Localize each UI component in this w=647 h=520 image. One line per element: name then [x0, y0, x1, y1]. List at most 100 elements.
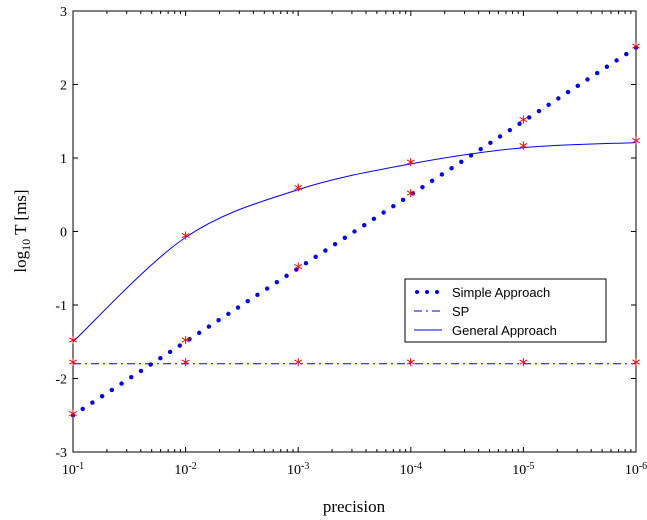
asterisk-marker: *: [69, 333, 78, 354]
x-axis-label: precision: [323, 497, 386, 516]
series-point: [284, 273, 289, 279]
series-point: [90, 400, 95, 405]
series-point: [216, 318, 221, 323]
series-point: [459, 159, 464, 165]
series-point: [604, 64, 610, 69]
legend-swatch: [415, 290, 419, 294]
legend-label: General Approach: [452, 323, 557, 338]
asterisk-marker: *: [294, 355, 303, 376]
series-point: [303, 260, 309, 266]
series-point: [624, 51, 629, 57]
series-point: [313, 254, 318, 260]
series-point: [449, 165, 454, 171]
x-tick-label: 10-1: [62, 461, 84, 479]
x-tick-label: 10-4: [400, 461, 422, 479]
series-point: [177, 343, 182, 348]
series-point: [614, 58, 619, 63]
y-tick-label: 0: [60, 226, 67, 241]
series-point: [342, 235, 347, 241]
asterisk-marker: *: [181, 228, 190, 249]
x-tick-label: 10-3: [287, 461, 309, 479]
x-tick-label: 10-2: [174, 461, 196, 479]
series-point: [546, 102, 551, 107]
series-point: [410, 191, 415, 196]
series-point: [187, 337, 192, 342]
series-point: [119, 381, 124, 386]
series-point: [381, 210, 386, 215]
asterisk-marker: *: [632, 355, 641, 376]
series-lines: [70, 45, 639, 418]
data-markers: ******* * * * * ****** *: [69, 39, 641, 428]
series-point: [536, 108, 542, 114]
asterisk-marker: *: [519, 355, 528, 376]
series-point: [352, 229, 357, 234]
series-point: [255, 292, 260, 298]
series-point: [420, 184, 425, 190]
series-point: [478, 146, 483, 152]
series-point: [575, 83, 580, 88]
asterisk-marker: *: [632, 39, 641, 60]
asterisk-marker: *: [69, 355, 78, 376]
y-axis-label: log10 T [ms]: [11, 189, 33, 272]
y-tick-labels: -3 -2 -1 0 1 2 3: [55, 5, 67, 461]
series-point: [80, 406, 85, 412]
asterisk-marker: *: [294, 181, 303, 202]
series-point: [527, 115, 532, 120]
series-point: [585, 77, 590, 82]
series-point: [517, 121, 522, 126]
series-point: [226, 311, 231, 317]
asterisk-marker: *: [406, 155, 415, 176]
legend: Simple Approach SP General Approach: [404, 278, 607, 343]
series-point: [429, 178, 435, 184]
asterisk-marker: *: [294, 259, 303, 280]
series-point: [400, 197, 406, 203]
series-point: [391, 203, 396, 209]
y-tick-label: 2: [60, 79, 67, 94]
series-point: [439, 172, 445, 177]
y-tick-label: -3: [55, 446, 67, 461]
series-point: [565, 89, 571, 95]
series-point: [109, 387, 115, 393]
x-tick-labels: 10-1 10-2 10-3 10-4 10-5 10-6: [62, 461, 647, 479]
legend-swatch: [435, 290, 439, 294]
series-point: [158, 356, 163, 361]
series-point: [332, 241, 338, 247]
x-tick-label: 10-6: [625, 461, 647, 479]
y-tick-label: -1: [55, 299, 67, 314]
asterisk-marker: *: [181, 355, 190, 376]
asterisk-marker: *: [632, 134, 641, 155]
series-point: [274, 279, 280, 285]
series-point: [488, 140, 493, 145]
x-tick-label: 10-5: [512, 461, 534, 479]
series-point: [264, 286, 270, 291]
series-point: [594, 70, 600, 76]
legend-swatch: [425, 290, 429, 294]
y-tick-label: 1: [60, 152, 67, 167]
series-point: [245, 298, 250, 304]
asterisk-marker: *: [406, 186, 415, 207]
asterisk-marker: *: [181, 333, 190, 354]
series-point: [129, 375, 134, 380]
asterisk-marker: *: [519, 112, 528, 133]
series-point: [148, 362, 153, 367]
series-point: [70, 413, 76, 418]
legend-label: SP: [452, 304, 469, 319]
series-point: [507, 127, 513, 133]
asterisk-marker: *: [519, 139, 528, 160]
series-point: [206, 324, 212, 329]
series-point: [294, 267, 299, 272]
legend-label: Simple Approach: [452, 285, 550, 300]
series-point: [362, 222, 367, 228]
series-point: [138, 368, 144, 374]
asterisk-marker: *: [69, 406, 78, 427]
y-tick-label: -2: [55, 373, 67, 388]
series-point: [235, 305, 241, 310]
series-point: [633, 45, 639, 50]
series-point: [167, 349, 173, 355]
series-point: [323, 248, 328, 253]
asterisk-marker: *: [406, 355, 415, 376]
series-point: [99, 394, 105, 399]
axis-ticks: [72, 10, 637, 453]
series-point: [556, 96, 561, 101]
